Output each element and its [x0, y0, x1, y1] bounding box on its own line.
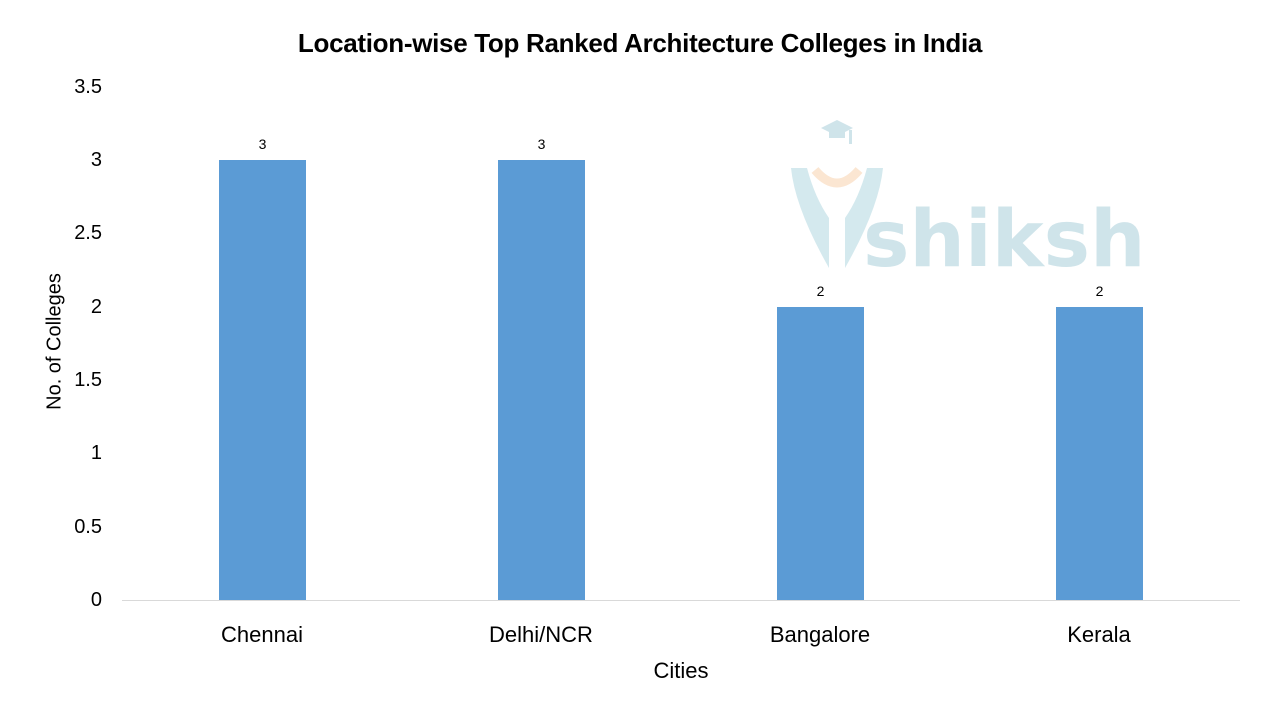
y-tick: 2: [90, 296, 102, 318]
data-label: 2: [816, 283, 825, 299]
y-tick: 3: [90, 149, 102, 171]
data-label: 2: [1095, 283, 1104, 299]
bar-bangalore: [777, 307, 864, 600]
data-label: 3: [258, 136, 267, 152]
bar-delhi-ncr: [498, 160, 585, 600]
y-tick: 0: [90, 589, 102, 611]
x-axis-line: [122, 600, 1240, 601]
y-tick: 1: [90, 442, 102, 464]
y-tick: 3.5: [74, 76, 102, 98]
y-tick: 2.5: [74, 222, 102, 244]
chart-title: Location-wise Top Ranked Architecture Co…: [297, 28, 983, 58]
y-axis-label: No. of Colleges: [43, 273, 66, 410]
x-tick: Bangalore: [769, 622, 871, 647]
x-axis-label: Cities: [653, 658, 709, 683]
x-tick: Chennai: [221, 622, 303, 647]
bar-chennai: [219, 160, 306, 600]
y-tick: 0.5: [74, 516, 102, 538]
x-tick: Delhi/NCR: [489, 622, 593, 647]
svg-text:shiksha: shiksha: [863, 195, 1145, 278]
x-tick: Kerala: [1067, 622, 1131, 647]
data-label: 3: [537, 136, 546, 152]
bar-kerala: [1056, 307, 1143, 600]
y-tick: 1.5: [74, 369, 102, 391]
shiksha-watermark-logo: shiksha: [791, 120, 1145, 278]
